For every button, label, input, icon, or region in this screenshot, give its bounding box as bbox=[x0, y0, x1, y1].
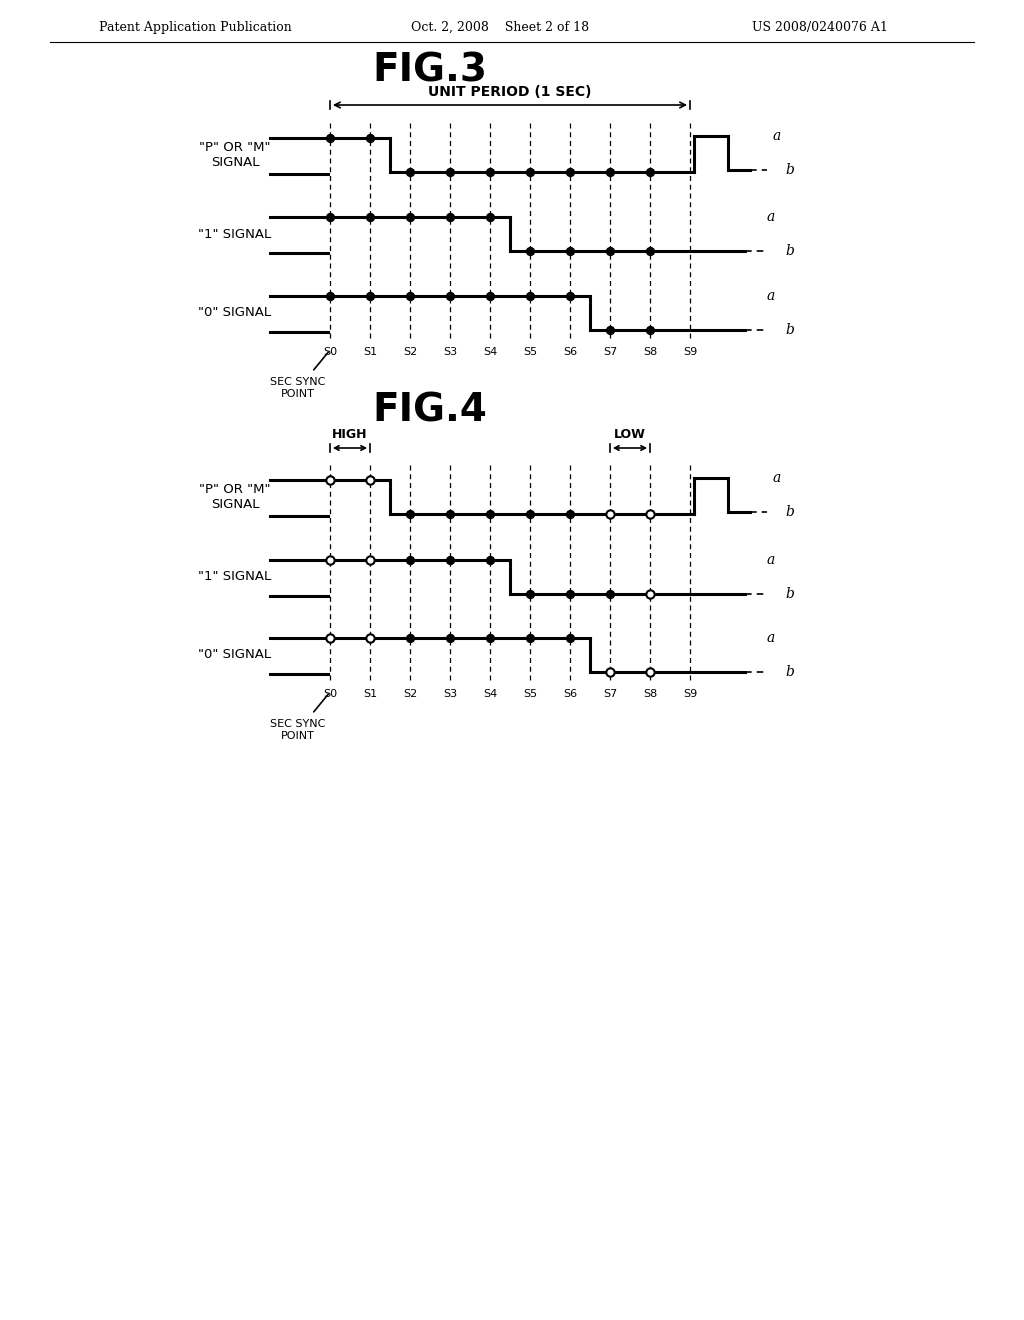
Text: "0" SIGNAL: "0" SIGNAL bbox=[199, 306, 271, 319]
Text: S2: S2 bbox=[402, 347, 417, 356]
Text: S4: S4 bbox=[483, 689, 497, 700]
Text: a: a bbox=[773, 129, 781, 143]
Text: S3: S3 bbox=[443, 347, 457, 356]
Text: b: b bbox=[785, 162, 794, 177]
Text: FIG.4: FIG.4 bbox=[373, 391, 487, 429]
Text: b: b bbox=[785, 665, 794, 678]
Text: S0: S0 bbox=[323, 347, 337, 356]
Text: "1" SIGNAL: "1" SIGNAL bbox=[199, 227, 271, 240]
Text: a: a bbox=[767, 553, 775, 568]
Text: a: a bbox=[767, 631, 775, 645]
Text: S9: S9 bbox=[683, 347, 697, 356]
Text: a: a bbox=[767, 210, 775, 224]
Text: S5: S5 bbox=[523, 347, 537, 356]
Text: "0" SIGNAL: "0" SIGNAL bbox=[199, 648, 271, 661]
Text: UNIT PERIOD (1 SEC): UNIT PERIOD (1 SEC) bbox=[428, 84, 592, 99]
Text: a: a bbox=[773, 471, 781, 484]
Text: S5: S5 bbox=[523, 689, 537, 700]
Text: Oct. 2, 2008    Sheet 2 of 18: Oct. 2, 2008 Sheet 2 of 18 bbox=[411, 21, 589, 33]
Text: S4: S4 bbox=[483, 347, 497, 356]
Text: S3: S3 bbox=[443, 689, 457, 700]
Text: a: a bbox=[767, 289, 775, 304]
Text: b: b bbox=[785, 244, 794, 257]
Text: b: b bbox=[785, 587, 794, 601]
Text: S1: S1 bbox=[362, 689, 377, 700]
Text: US 2008/0240076 A1: US 2008/0240076 A1 bbox=[752, 21, 888, 33]
Text: S7: S7 bbox=[603, 347, 617, 356]
Text: S2: S2 bbox=[402, 689, 417, 700]
Text: S6: S6 bbox=[563, 689, 578, 700]
Text: b: b bbox=[785, 506, 794, 519]
Text: b: b bbox=[785, 323, 794, 337]
Text: S7: S7 bbox=[603, 689, 617, 700]
Text: S8: S8 bbox=[643, 689, 657, 700]
Text: "1" SIGNAL: "1" SIGNAL bbox=[199, 570, 271, 583]
Text: SEC SYNC
POINT: SEC SYNC POINT bbox=[270, 378, 326, 399]
Text: LOW: LOW bbox=[614, 429, 646, 441]
Text: S6: S6 bbox=[563, 347, 578, 356]
Text: "P" OR "M"
SIGNAL: "P" OR "M" SIGNAL bbox=[200, 483, 270, 511]
Text: HIGH: HIGH bbox=[332, 429, 368, 441]
Text: Patent Application Publication: Patent Application Publication bbox=[98, 21, 292, 33]
Text: SEC SYNC
POINT: SEC SYNC POINT bbox=[270, 719, 326, 741]
Text: S8: S8 bbox=[643, 347, 657, 356]
Text: S1: S1 bbox=[362, 347, 377, 356]
Text: "P" OR "M"
SIGNAL: "P" OR "M" SIGNAL bbox=[200, 141, 270, 169]
Text: S0: S0 bbox=[323, 689, 337, 700]
Text: S9: S9 bbox=[683, 689, 697, 700]
Text: FIG.3: FIG.3 bbox=[373, 51, 487, 88]
